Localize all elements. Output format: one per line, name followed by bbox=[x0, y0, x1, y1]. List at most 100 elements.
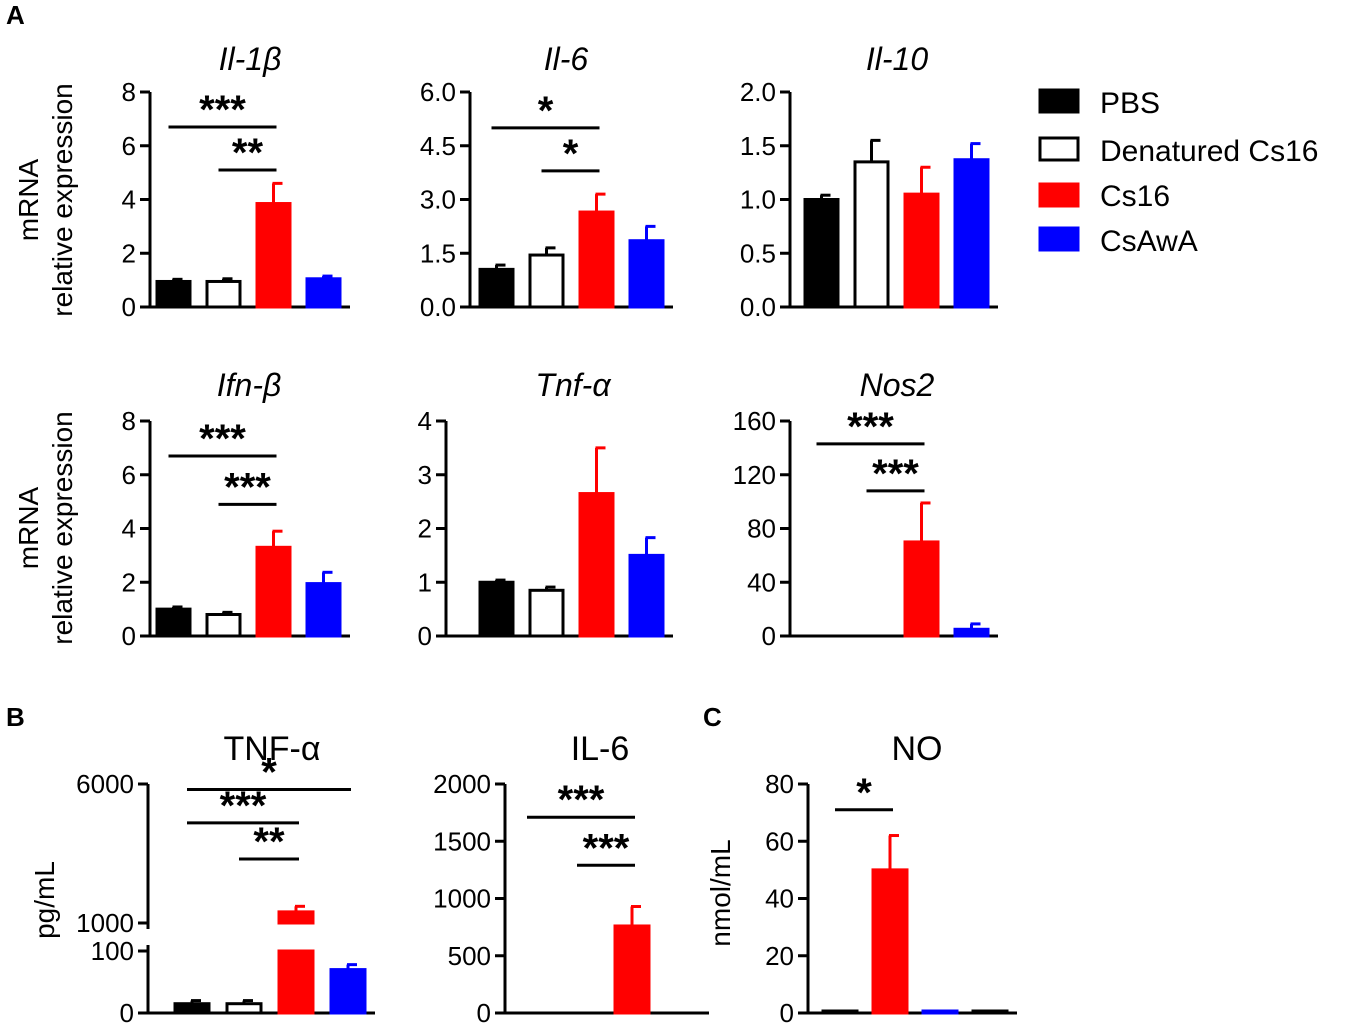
ylabel-row2: mRNA relative expression bbox=[13, 411, 78, 644]
ylabel-row1-line2: relative expression bbox=[47, 83, 78, 316]
y-tick-label-ifnb: 6 bbox=[122, 460, 136, 490]
y-tick-label-ifnb: 8 bbox=[122, 406, 136, 436]
significance-label-il6: * bbox=[563, 132, 579, 176]
y-tick-label-il10: 0.5 bbox=[740, 238, 776, 268]
ylabel-row2-line2: relative expression bbox=[47, 411, 78, 644]
bar-il1b-1 bbox=[205, 279, 242, 309]
bar-il6-1 bbox=[528, 253, 565, 309]
y-tick-label-tnfa: 0 bbox=[418, 621, 432, 651]
y-tick-label-il6: 1.5 bbox=[420, 238, 456, 268]
bar-nos2-3 bbox=[953, 627, 990, 638]
y-tick-label-il6: 0.0 bbox=[420, 292, 456, 322]
y-tick-label-il6: 6.0 bbox=[420, 77, 456, 107]
y-tick-label-ifnb: 2 bbox=[122, 567, 136, 597]
y-tick-label-ifnb: 0 bbox=[122, 621, 136, 651]
bar-tnf_protein-3 bbox=[329, 968, 367, 1015]
y-tick-label-il6_protein: 0 bbox=[477, 998, 491, 1028]
legend-label-cs16: Cs16 bbox=[1100, 180, 1170, 213]
bar-il10-3 bbox=[953, 158, 990, 309]
legend-label-csawa: CsAwA bbox=[1100, 225, 1198, 258]
legend-label-denatured-cs16: Denatured Cs16 bbox=[1100, 135, 1318, 168]
bar-il1b-2 bbox=[255, 202, 292, 309]
chart-title-il1b: Il-1β bbox=[219, 41, 282, 77]
bar-tnf_protein-0 bbox=[173, 1002, 211, 1015]
bar-il6_protein-2 bbox=[613, 924, 651, 1015]
chart-title-ifnb: Ifn-β bbox=[217, 367, 282, 403]
chart-title-il10: Il-10 bbox=[866, 41, 928, 77]
significance-label-il1b: *** bbox=[199, 88, 246, 132]
panel-label-a: A bbox=[6, 0, 25, 30]
bar-upper-tnf_protein-2 bbox=[277, 910, 315, 925]
y-tick-label-tnf_protein: 0 bbox=[120, 998, 134, 1028]
chart-il6_protein: 0 500 1000 1500 2000 IL-6 ****** bbox=[433, 730, 709, 1028]
bar-ifnb-1 bbox=[205, 613, 242, 638]
chart-il6: 0.0 1.5 3.0 4.5 6.0 Il-6 ** bbox=[420, 41, 673, 322]
y-tick-label-nos2: 80 bbox=[747, 514, 776, 544]
y-tick-label-il1b: 6 bbox=[122, 131, 136, 161]
chart-tnfa: 0 1 2 3 4 Tnf-α bbox=[418, 367, 673, 651]
chart-title-il6: Il-6 bbox=[544, 41, 589, 77]
y-tick-label-il10: 0.0 bbox=[740, 292, 776, 322]
bar-tnf_protein-1 bbox=[225, 1002, 263, 1015]
bar-il10-1 bbox=[853, 160, 890, 309]
bar-il10-2 bbox=[903, 192, 940, 309]
significance-label-ifnb: *** bbox=[224, 465, 271, 509]
y-tick-label-il1b: 0 bbox=[122, 292, 136, 322]
bar-no-2 bbox=[921, 1009, 959, 1015]
ylabel-row1-line1: mRNA bbox=[13, 158, 44, 241]
bar-il10-0 bbox=[803, 198, 840, 309]
y-tick-label-il6_protein: 500 bbox=[448, 941, 491, 971]
bar-tnf_protein-2 bbox=[277, 949, 315, 1015]
bar-il1b-0 bbox=[155, 279, 192, 309]
y-tick-label-no: 20 bbox=[765, 941, 794, 971]
y-tick-label-il1b: 8 bbox=[122, 77, 136, 107]
bar-no-0 bbox=[821, 1009, 859, 1015]
significance-label-no: * bbox=[856, 771, 872, 815]
panel-label-b: B bbox=[6, 702, 25, 732]
y-tick-label-no: 0 bbox=[780, 998, 794, 1028]
significance-label-il6_protein: *** bbox=[583, 826, 630, 870]
bar-il6-2 bbox=[578, 210, 615, 309]
legend-swatch-pbs bbox=[1038, 88, 1080, 114]
chart-title-tnfa: Tnf-α bbox=[535, 367, 611, 403]
chart-il1b: 0 2 4 6 8 Il-1β ***** bbox=[122, 41, 350, 322]
significance-label-tnf_protein: * bbox=[261, 751, 277, 795]
y-tick-label-il6_protein: 1500 bbox=[433, 826, 491, 856]
significance-label-tnf_protein: *** bbox=[220, 784, 267, 828]
y-tick-label-il10: 1.0 bbox=[740, 185, 776, 215]
significance-label-il6_protein: *** bbox=[558, 778, 605, 822]
bar-ifnb-0 bbox=[155, 607, 192, 638]
y-tick-label-no: 60 bbox=[765, 826, 794, 856]
bar-tnfa-0 bbox=[478, 580, 515, 638]
charts-layer: 02468Il-1β*****0.01.53.04.56.0Il-6**0.00… bbox=[76, 41, 1017, 1028]
y-tick-label-tnfa: 1 bbox=[418, 567, 432, 597]
y-tick-label-il6: 3.0 bbox=[420, 185, 456, 215]
y-tick-label-il1b: 2 bbox=[122, 238, 136, 268]
y-tick-label-il6_protein: 2000 bbox=[433, 769, 491, 799]
bar-nos2-2 bbox=[903, 540, 940, 638]
bar-il1b-3 bbox=[305, 277, 342, 309]
ylabel-tnf-protein: pg/mL bbox=[29, 861, 60, 939]
y-tick-label-il6_protein: 1000 bbox=[433, 884, 491, 914]
y-tick-label-ifnb: 4 bbox=[122, 514, 136, 544]
y-tick-label-tnfa: 4 bbox=[418, 406, 432, 436]
legend-swatch-denatured-cs16 bbox=[1038, 136, 1080, 162]
y-tick-label-tnf_protein: 6000 bbox=[76, 769, 134, 799]
significance-label-il1b: ** bbox=[232, 131, 264, 175]
significance-label-nos2: *** bbox=[872, 452, 919, 496]
ylabel-row1: mRNA relative expression bbox=[13, 83, 78, 316]
bar-tnfa-3 bbox=[628, 553, 665, 638]
y-tick-label-nos2: 40 bbox=[747, 567, 776, 597]
y-tick-label-nos2: 160 bbox=[733, 406, 776, 436]
y-tick-label-il10: 2.0 bbox=[740, 77, 776, 107]
bar-no-3 bbox=[971, 1009, 1009, 1015]
significance-label-il6: * bbox=[538, 89, 554, 133]
y-tick-label-no: 80 bbox=[765, 769, 794, 799]
legend: PBS Denatured Cs16 Cs16 CsAwA bbox=[1038, 87, 1318, 258]
y-tick-label-tnf_protein: 100 bbox=[91, 936, 134, 966]
y-tick-label-il1b: 4 bbox=[122, 185, 136, 215]
y-tick-label-tnfa: 3 bbox=[418, 460, 432, 490]
